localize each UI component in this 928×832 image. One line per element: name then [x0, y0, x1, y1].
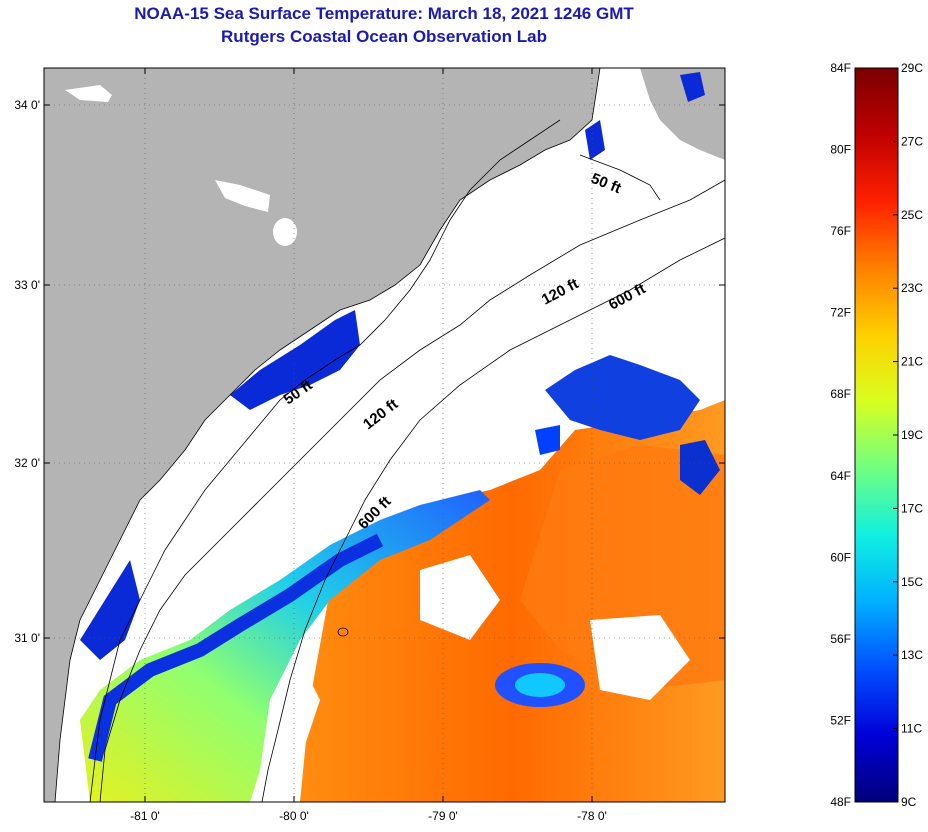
cloud-gap [420, 555, 500, 640]
colorbar-fahrenheit-label: 76F [830, 224, 851, 238]
cold-patch [535, 425, 560, 455]
cloud-gap [270, 660, 320, 760]
colorbar-celsius-label: 9C [901, 795, 917, 809]
colorbar-fahrenheit-label: 52F [830, 713, 851, 727]
colorbar-celsius-label: 17C [901, 501, 923, 515]
colorbar-celsius-label: 21C [901, 355, 923, 369]
contour-ring [337, 627, 349, 637]
offshore-warm-water-east [520, 445, 725, 690]
graticule [44, 68, 725, 802]
contour-600ft [261, 237, 725, 802]
lat-tick-label: 34 0' [14, 98, 40, 112]
contour-50ft-ne [579, 154, 661, 201]
cold-patch [680, 440, 720, 495]
colorbar-celsius-label: 27C [901, 134, 923, 148]
contour-50ft [89, 119, 561, 802]
colorbar-celsius-label: 15C [901, 575, 923, 589]
coastal-cold-band [230, 310, 360, 410]
map-frame [43, 67, 726, 803]
axis-ticks [44, 68, 725, 802]
coastal-cold-band-south [80, 560, 140, 660]
inland-lake [273, 218, 297, 246]
estuary-cold [680, 72, 705, 102]
page-subtitle: Rutgers Coastal Ocean Observation Lab [221, 27, 547, 46]
page-title: NOAA-15 Sea Surface Temperature: March 1… [134, 4, 634, 23]
colorbar-fahrenheit-label: 60F [830, 550, 851, 564]
lon-tick-label: -79 0' [428, 809, 458, 823]
colorbar-celsius-label: 23C [901, 281, 923, 295]
colorbar-scale [854, 67, 899, 803]
colorbar-fahrenheit-label: 56F [830, 632, 851, 646]
lat-tick-label: 31 0' [14, 631, 40, 645]
colorbar-celsius-label: 25C [901, 208, 923, 222]
colorbar-fahrenheit-label: 64F [830, 469, 851, 483]
contour-120ft [99, 179, 725, 802]
lat-tick-label: 32 0' [14, 456, 40, 470]
colorbar-fahrenheit-label: 84F [830, 61, 851, 75]
estuary-cold [585, 120, 605, 160]
lon-tick-label: -80 0' [279, 809, 309, 823]
colorbar-celsius-label: 11C [901, 722, 922, 736]
colorbar-fahrenheit-label: 72F [830, 306, 851, 320]
nearshore-cool-band [80, 490, 490, 802]
coastline [54, 68, 601, 802]
land [44, 68, 600, 802]
inland-lake [215, 180, 270, 212]
colorbar-fahrenheit-label: 80F [830, 143, 851, 157]
colorbar-celsius-label: 13C [901, 648, 923, 662]
lon-tick-label: -81 0' [130, 809, 160, 823]
lon-tick-label: -78 0' [577, 809, 607, 823]
colorbar-celsius-label: 19C [901, 428, 923, 442]
lat-tick-label: 33 0' [14, 278, 40, 292]
inland-lake [65, 85, 112, 102]
colorbar-fahrenheit-label: 68F [830, 387, 851, 401]
colorbar: 84F 80F 76F 72F 68F 64F 60F 56F 52F 48F 29C 27C 25C… [830, 61, 923, 809]
colorbar-celsius-label: 29C [901, 61, 923, 75]
cool-eddy-core [515, 673, 565, 697]
cold-patches-ne [545, 355, 700, 440]
map-panel: 50 ft 120 ft 600 ft 50 ft 120 ft 600 ft [44, 68, 725, 802]
colorbar-fahrenheit-label: 48F [830, 795, 851, 809]
cloud-gap [590, 615, 690, 700]
